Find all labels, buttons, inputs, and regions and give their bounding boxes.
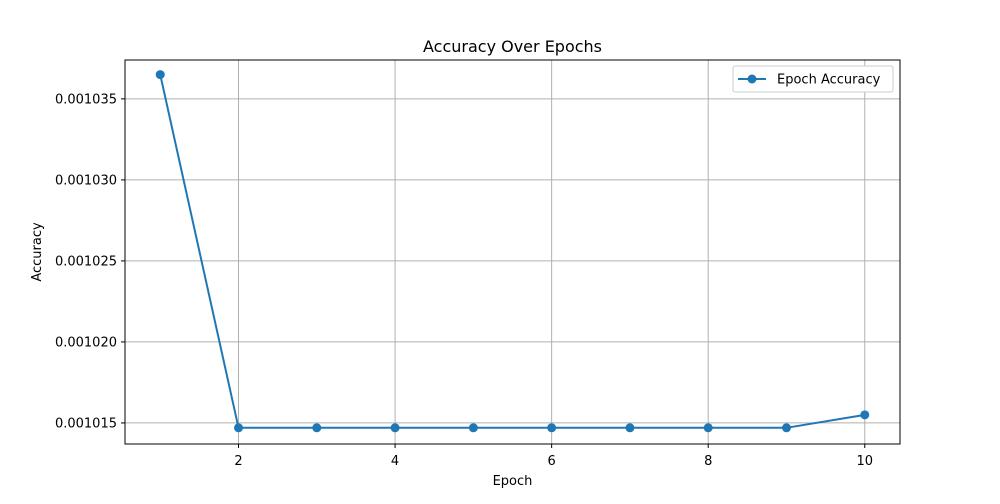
x-tick-label-2: 2: [234, 454, 242, 469]
data-point-epoch-7: [625, 423, 635, 433]
legend-marker-sample: [747, 74, 757, 84]
series-layer: [155, 70, 870, 433]
axes-layer: [124, 59, 901, 445]
legend: Epoch Accuracy: [732, 65, 894, 93]
legend-label-epoch-accuracy: Epoch Accuracy: [777, 73, 881, 88]
data-point-epoch-3: [312, 423, 322, 433]
grid-layer: [125, 60, 900, 444]
y-tick-label-0.001020: 0.001020: [55, 335, 117, 350]
data-point-epoch-4: [390, 423, 400, 433]
y-tick-label-0.001015: 0.001015: [55, 416, 117, 431]
y-tick-label-0.001030: 0.001030: [55, 173, 117, 188]
data-point-epoch-5: [468, 423, 478, 433]
x-tick-label-4: 4: [391, 454, 399, 469]
legend-frame: [732, 65, 894, 93]
x-tick-label-10: 10: [856, 454, 873, 469]
data-point-epoch-8: [703, 423, 713, 433]
y-axis-label: Accuracy: [30, 222, 45, 282]
series-line-0: [159, 74, 865, 429]
data-point-epoch-6: [547, 423, 557, 433]
plot-frame: [124, 59, 901, 445]
x-tick-label-6: 6: [548, 454, 556, 469]
chart-title: Accuracy Over Epochs: [423, 37, 602, 56]
x-axis-label: Epoch: [493, 474, 533, 489]
data-point-epoch-9: [781, 423, 791, 433]
y-tick-label-0.001035: 0.001035: [55, 92, 117, 107]
y-tick-label-0.001025: 0.001025: [55, 254, 117, 269]
ticks-layer: 2 4 6 8 10 0.001015 0.001020 0.001025 0.001030 0.…: [55, 92, 873, 469]
data-point-epoch-1: [155, 70, 165, 80]
data-point-epoch-10: [860, 410, 870, 420]
x-tick-label-8: 8: [704, 454, 712, 469]
data-point-epoch-2: [234, 423, 244, 433]
